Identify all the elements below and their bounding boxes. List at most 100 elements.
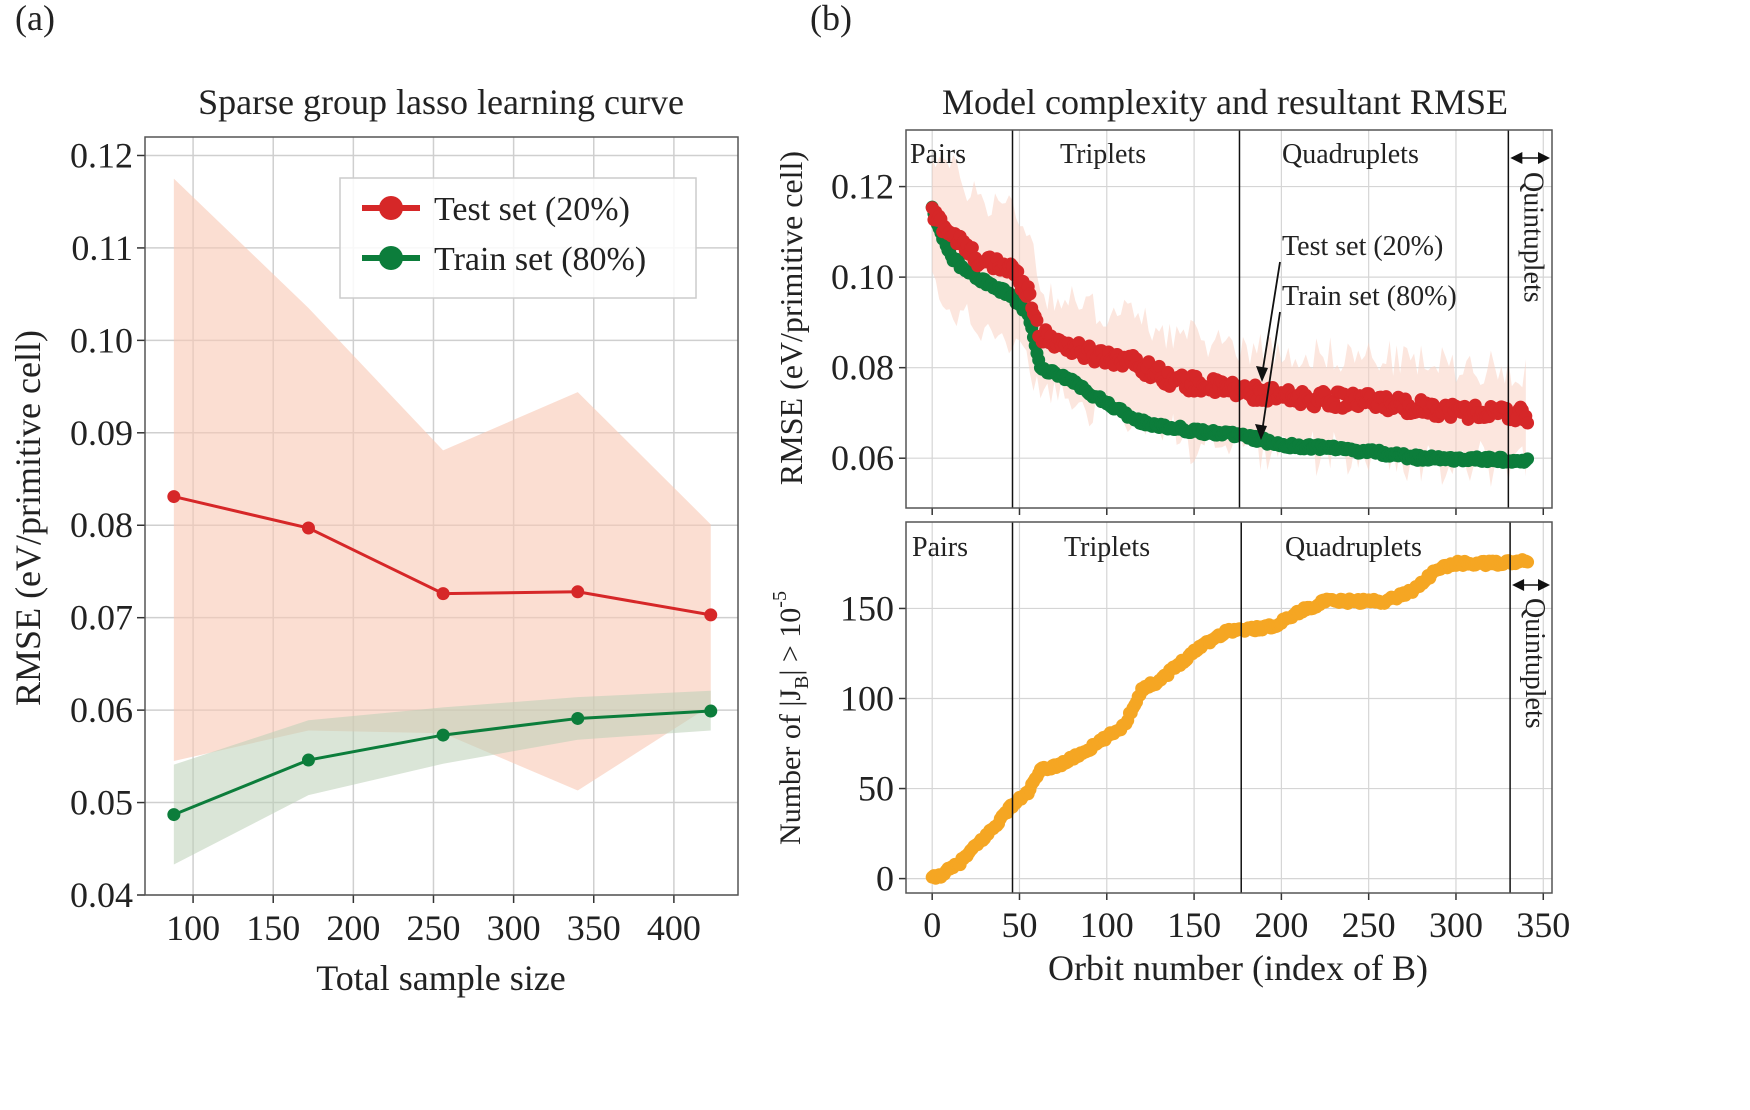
a-xtick-label: 200: [326, 908, 380, 948]
a-xtick-label: 150: [246, 908, 300, 948]
panel-b-title: Model complexity and resultant RMSE: [942, 82, 1508, 122]
bt-test-point: [1011, 264, 1025, 278]
ylabel-subscript: B: [791, 676, 813, 689]
bt-quint-label: Quintuplets: [1517, 172, 1548, 303]
a-xtick-label: 250: [406, 908, 460, 948]
bb-quint-label: Quintuplets: [1519, 598, 1550, 729]
a-point-test: [436, 587, 450, 601]
a-ytick-label: 0.10: [70, 320, 133, 360]
a-xtick-label: 400: [647, 908, 701, 948]
annotation-train-arrowhead: [1255, 424, 1267, 440]
bb-xtick-label: 50: [1001, 905, 1037, 945]
bt-ytick-label: 0.12: [831, 167, 894, 207]
panel-b-top-chart: Model complexity and resultant RMSE RMSE…: [773, 82, 1553, 515]
bb-xtick-label: 0: [923, 905, 941, 945]
bt-region-label: Quadruplets: [1282, 139, 1419, 170]
bt-ytick-label: 0.06: [831, 438, 894, 478]
bb-ytick-label: 50: [858, 769, 894, 809]
a-point-test: [704, 608, 718, 622]
a-ytick-label: 0.11: [71, 228, 133, 268]
bt-test-point: [965, 241, 979, 255]
panel-a-xlabel: Total sample size: [316, 958, 565, 998]
a-ytick-label: 0.12: [70, 135, 133, 175]
panel-b-top-frame: [905, 129, 1553, 509]
panel-a-bands: [173, 178, 711, 865]
a-point-train: [167, 808, 181, 822]
bb-quint-arrowhead-right: [1538, 579, 1550, 591]
annotation-test-arrow: [1261, 261, 1281, 376]
ylabel-superscript: -5: [769, 591, 791, 608]
annotation-test: Test set (20%): [1282, 231, 1443, 262]
a-ytick-label: 0.04: [70, 875, 133, 915]
panel-b-bottom-points: [925, 553, 1535, 885]
panel-a-legend: Test set (20%) Train set (80%): [339, 177, 697, 299]
panel-a-lines: [167, 490, 718, 822]
bb-xtick-label: 200: [1254, 905, 1308, 945]
panel-a-tag: (a): [15, 0, 55, 38]
ylabel-part-1: Number of |J: [774, 689, 807, 845]
a-band-test: [173, 178, 711, 791]
bb-xtick-label: 300: [1429, 905, 1483, 945]
legend-train-label: Train set (80%): [434, 241, 646, 278]
ylabel-part-2: | > 10: [774, 608, 807, 676]
a-point-test: [571, 585, 585, 599]
bt-region-label: Pairs: [910, 139, 966, 170]
a-point-train: [571, 711, 585, 725]
panel-b-xlabel: Orbit number (index of B): [1048, 948, 1428, 988]
a-ytick-label: 0.08: [70, 505, 133, 545]
legend-test-label: Test set (20%): [434, 191, 630, 228]
a-point-train: [704, 704, 718, 718]
a-xtick-label: 350: [567, 908, 621, 948]
panel-b-bottom-frame: [905, 521, 1553, 894]
bb-ytick-label: 100: [840, 678, 894, 718]
a-band-train: [173, 690, 711, 865]
bt-quint-arrowhead-right: [1538, 152, 1550, 164]
bb-xtick-label: 100: [1080, 905, 1134, 945]
panel-a-title: Sparse group lasso learning curve: [198, 82, 684, 122]
panel-b-top-regions: Pairs Triplets Quadruplets Quintuplets: [910, 130, 1550, 508]
panel-b-top-annotations: Test set (20%) Train set (80%): [1255, 231, 1457, 440]
panel-a-ticks: 100 150 200 250 300 350 400 0.04 0.05 0.06 0.07 0.0…: [70, 135, 701, 948]
annotation-test-arrowhead: [1256, 366, 1268, 382]
bb-region-label: Triplets: [1064, 532, 1150, 563]
bt-test-point: [1023, 287, 1037, 301]
bt-quint-arrowhead-left: [1510, 152, 1523, 164]
legend-test-marker: [379, 196, 403, 220]
panel-b-top-ylabel: RMSE (eV/primitive cell): [773, 151, 809, 485]
panel-b-top-points: [925, 200, 1535, 469]
a-ytick-label: 0.06: [70, 690, 133, 730]
a-ytick-label: 0.07: [70, 598, 133, 638]
panel-a-frame: [144, 136, 739, 896]
bt-ytick-label: 0.08: [831, 348, 894, 388]
a-point-train: [301, 753, 315, 767]
panel-b-bottom-grid: [906, 522, 1552, 893]
panel-b-bottom-regions: Pairs Triplets Quadruplets Quintuplets: [912, 522, 1550, 893]
panel-b-bottom-ylabel: Number of |JB| > 10-5: [769, 591, 813, 845]
bb-quint-arrowhead-left: [1512, 579, 1525, 591]
a-point-test: [301, 521, 315, 535]
bb-xtick-label: 150: [1167, 905, 1221, 945]
panel-b-bottom-ticks: 0 50 100 150 200 250 300 350 0 50 100 150: [840, 588, 1570, 945]
annotation-train: Train set (80%): [1282, 281, 1457, 312]
a-xtick-label: 300: [487, 908, 541, 948]
bb-xtick-label: 350: [1516, 905, 1570, 945]
bt-test-point: [1521, 416, 1535, 430]
bb-region-label: Quadruplets: [1285, 532, 1422, 563]
a-point-test: [167, 490, 181, 504]
bb-ytick-label: 150: [840, 588, 894, 628]
bb-ytick-label: 0: [876, 859, 894, 899]
bt-test-point: [1030, 313, 1044, 327]
bb-xtick-label: 250: [1342, 905, 1396, 945]
annotation-train-arrow: [1261, 311, 1281, 433]
panel-b-bottom-chart: Orbit number (index of B) Number of |JB|…: [769, 521, 1570, 988]
bb-region-label: Pairs: [912, 532, 968, 563]
a-ytick-label: 0.09: [70, 413, 133, 453]
panel-a-chart: Sparse group lasso learning curve Total …: [8, 82, 739, 998]
bt-region-label: Triplets: [1060, 139, 1146, 170]
bb-count-point: [1521, 555, 1535, 569]
panel-b-tag: (b): [810, 0, 852, 38]
a-point-train: [436, 728, 450, 742]
panel-a-ylabel: RMSE (eV/primitive cell): [8, 330, 48, 706]
bt-ytick-label: 0.10: [831, 257, 894, 297]
legend-train-marker: [379, 246, 403, 270]
